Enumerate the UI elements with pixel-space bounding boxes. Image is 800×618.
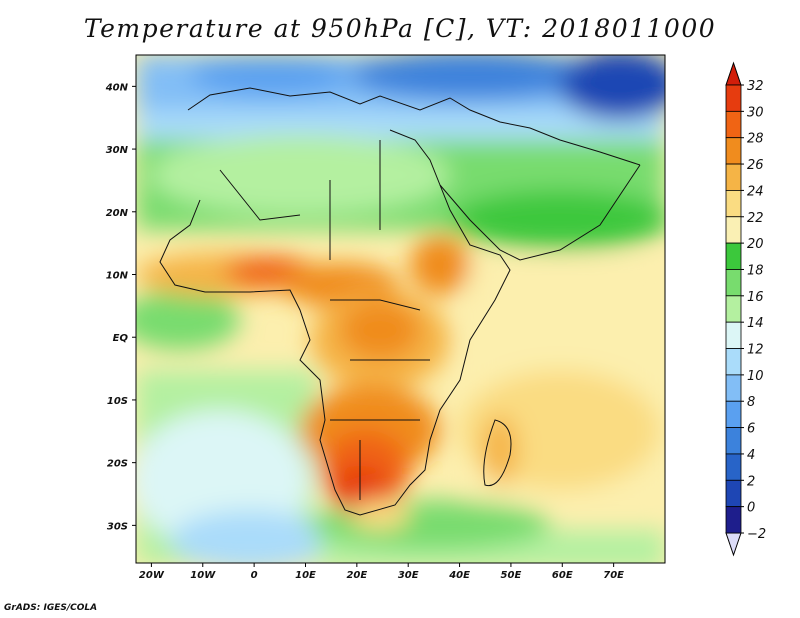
lat-tick-label: 30N (106, 145, 129, 156)
colorbar-label: 22 (747, 211, 764, 226)
colorbar-label: 2 (747, 474, 755, 489)
colorbar-label: −2 (747, 527, 766, 542)
colorbar-label: 18 (747, 263, 764, 278)
colorbar-label: 10 (747, 369, 764, 384)
colorbar-swatch (725, 190, 742, 218)
colorbar-swatch (725, 137, 742, 165)
lat-tick-label: 10S (107, 396, 128, 407)
colorbar-label: 20 (747, 237, 764, 252)
lon-tick-label: 70E (603, 570, 624, 581)
colorbar-label: 0 (747, 501, 755, 516)
lat-tick-label: 10N (106, 271, 129, 282)
axis-ticks: 20W 10W 0 10E 20E 30E 40E 50E 60E 70E 40N 30N 20N 10N… (105, 82, 624, 581)
colorbar-label: 16 (747, 290, 764, 305)
lat-tick-label: EQ (113, 333, 129, 344)
colorbar-swatch (725, 216, 742, 244)
colorbar-label: 14 (747, 316, 764, 331)
lon-tick-label: 30E (398, 570, 419, 581)
colorbar-under-arrow (725, 532, 742, 557)
map-title: Temperature at 950hPa [C], VT: 201801100… (83, 14, 717, 43)
map-frame (135, 54, 666, 564)
colorbar-label: 4 (747, 448, 755, 463)
temperature-field (136, 55, 665, 563)
colorbar-swatch (725, 453, 742, 481)
coastlines (159, 87, 641, 516)
colorbar-swatch (725, 400, 742, 428)
colorbar-label: 8 (747, 395, 755, 410)
lat-tick-label: 20S (107, 459, 128, 470)
colorbar-swatch (725, 269, 742, 297)
colorbar-swatch (725, 295, 742, 323)
lat-tick-label: 20N (106, 208, 129, 219)
colorbar-swatch (725, 163, 742, 191)
colorbar-label: 24 (747, 184, 764, 199)
lon-tick-label: 0 (251, 570, 258, 581)
colorbar-swatch (725, 374, 742, 402)
colorbar-swatch (725, 479, 742, 508)
colorbar-swatch (725, 427, 742, 455)
lon-tick-label: 60E (552, 570, 573, 581)
lat-tick-label: 30S (107, 521, 128, 532)
colorbar-swatch (725, 242, 742, 270)
lon-tick-label: 40E (448, 570, 470, 581)
colorbar-swatch (725, 84, 742, 112)
colorbar-label: 26 (747, 158, 764, 173)
colorbar-swatch (725, 110, 742, 139)
colorbar-label: 28 (747, 132, 764, 147)
grads-credit: GrADS: IGES/COLA (4, 603, 98, 613)
lon-tick-label: 50E (501, 570, 522, 581)
colorbar-over-arrow (725, 61, 742, 86)
colorbar-label: 12 (747, 343, 764, 358)
lon-tick-label: 10E (295, 570, 316, 581)
colorbar-swatch (725, 321, 742, 349)
colorbar-label: 30 (747, 105, 764, 120)
colorbar-swatch (725, 506, 742, 534)
lon-tick-label: 10W (190, 570, 216, 581)
colorbar-swatch (725, 348, 742, 376)
lat-tick-label: 40N (105, 82, 129, 93)
colorbar-label: 6 (747, 422, 755, 437)
colorbar-label: 32 (747, 79, 764, 94)
lon-tick-label: 20E (346, 570, 367, 581)
lon-tick-label: 20W (139, 570, 165, 581)
